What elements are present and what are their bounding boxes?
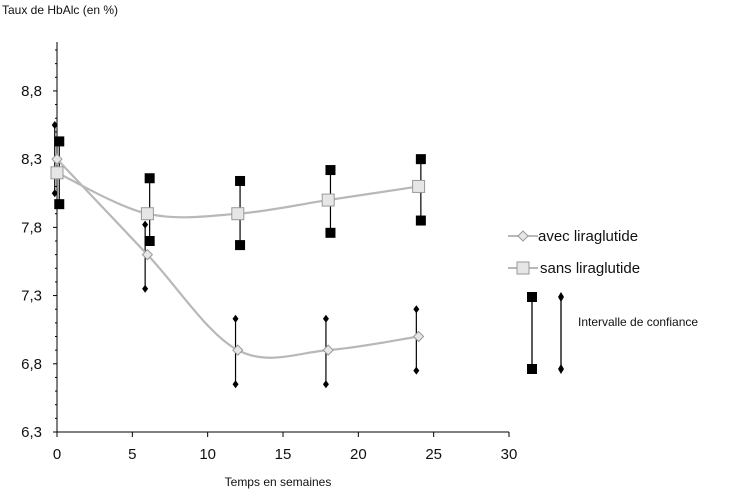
- ci-cap-diamond-icon: [51, 189, 58, 198]
- x-tick-label: 25: [425, 446, 442, 463]
- legend-ci-square-top-icon: [527, 292, 537, 302]
- legend-item-avec-liraglutide: avec liraglutide: [508, 228, 638, 245]
- y-axis-title: Taux de HbAlc (en %): [2, 3, 118, 17]
- x-tick-label: 30: [501, 446, 518, 463]
- data-point-sans-liraglutide: [140, 207, 154, 221]
- x-tick-label: 5: [128, 446, 136, 463]
- ci-cap-diamond-icon: [51, 121, 58, 130]
- legend-ci-diamond-top-icon: [558, 292, 564, 302]
- y-tick-label: 8,8: [21, 83, 42, 100]
- x-tick-label: 15: [275, 446, 292, 463]
- ci-cap-square-icon: [144, 236, 155, 246]
- ci-cap-diamond-icon: [232, 314, 239, 323]
- data-point-sans-liraglutide: [321, 193, 335, 207]
- ci-cap-diamond-icon: [322, 380, 329, 389]
- ci-cap-square-icon: [325, 165, 336, 176]
- y-tick-label: 6,3: [21, 424, 42, 441]
- series-sans-liraglutide: [50, 166, 426, 221]
- ci-cap-square-icon: [235, 240, 246, 251]
- axes: 6,3 6,8 7,3 7,8 8,3 8,8 0 5 10 15 20 25 30: [21, 42, 517, 463]
- legend: avec liraglutide sans liraglutide Interv…: [508, 228, 698, 374]
- ci-cap-square-icon: [235, 175, 246, 186]
- ci-cap-square-icon: [54, 199, 65, 210]
- x-axis-title: Temps en semaines: [225, 475, 332, 489]
- legend-confidence-interval: Intervalle de confiance: [527, 292, 698, 374]
- data-point-avec-liraglutide: [51, 153, 63, 165]
- legend-diamond-icon: [517, 230, 529, 242]
- ci-cap-square-icon: [415, 215, 426, 226]
- data-point-sans-liraglutide: [50, 166, 64, 180]
- confidence-intervals: [51, 121, 426, 389]
- data-point-sans-liraglutide: [412, 179, 426, 193]
- legend-ci-label: Intervalle de confiance: [578, 315, 698, 329]
- ci-cap-diamond-icon: [142, 284, 149, 293]
- legend-label-avec-liraglutide: avec liraglutide: [538, 228, 638, 245]
- ci-cap-square-icon: [54, 136, 65, 147]
- data-point-sans-liraglutide: [231, 207, 245, 221]
- y-tick-label: 8,3: [21, 151, 42, 168]
- x-tick-label: 20: [350, 446, 367, 463]
- x-tick-label: 10: [199, 446, 216, 463]
- data-point-avec-liraglutide: [141, 248, 154, 261]
- ci-cap-diamond-icon: [142, 220, 149, 229]
- ci-cap-diamond-icon: [413, 366, 420, 375]
- ci-cap-square-icon: [415, 154, 426, 165]
- ci-cap-diamond-icon: [413, 305, 420, 314]
- legend-square-icon: [516, 261, 530, 275]
- legend-item-sans-liraglutide: sans liraglutide: [508, 260, 640, 277]
- series-layer: [50, 153, 426, 359]
- ci-cap-square-icon: [325, 227, 336, 238]
- ci-cap-square-icon: [144, 173, 155, 184]
- data-point-avec-liraglutide: [232, 344, 244, 356]
- legend-ci-square-bottom-icon: [527, 364, 537, 374]
- legend-label-sans-liraglutide: sans liraglutide: [540, 260, 640, 277]
- data-point-avec-liraglutide: [322, 344, 334, 356]
- data-point-avec-liraglutide: [412, 330, 425, 343]
- series-line-avec-liraglutide: [56, 158, 419, 359]
- y-tick-label: 7,3: [21, 288, 42, 305]
- legend-square-marker: [516, 261, 530, 275]
- legend-diamond-marker: [517, 230, 529, 242]
- x-tick-label: 0: [53, 446, 61, 463]
- y-tick-label: 6,8: [21, 356, 42, 373]
- ci-cap-diamond-icon: [232, 380, 239, 389]
- series-avec-liraglutide: [51, 153, 425, 359]
- legend-ci-diamond-bottom-icon: [558, 364, 564, 374]
- ci-cap-diamond-icon: [322, 314, 329, 323]
- y-tick-label: 7,8: [21, 219, 42, 236]
